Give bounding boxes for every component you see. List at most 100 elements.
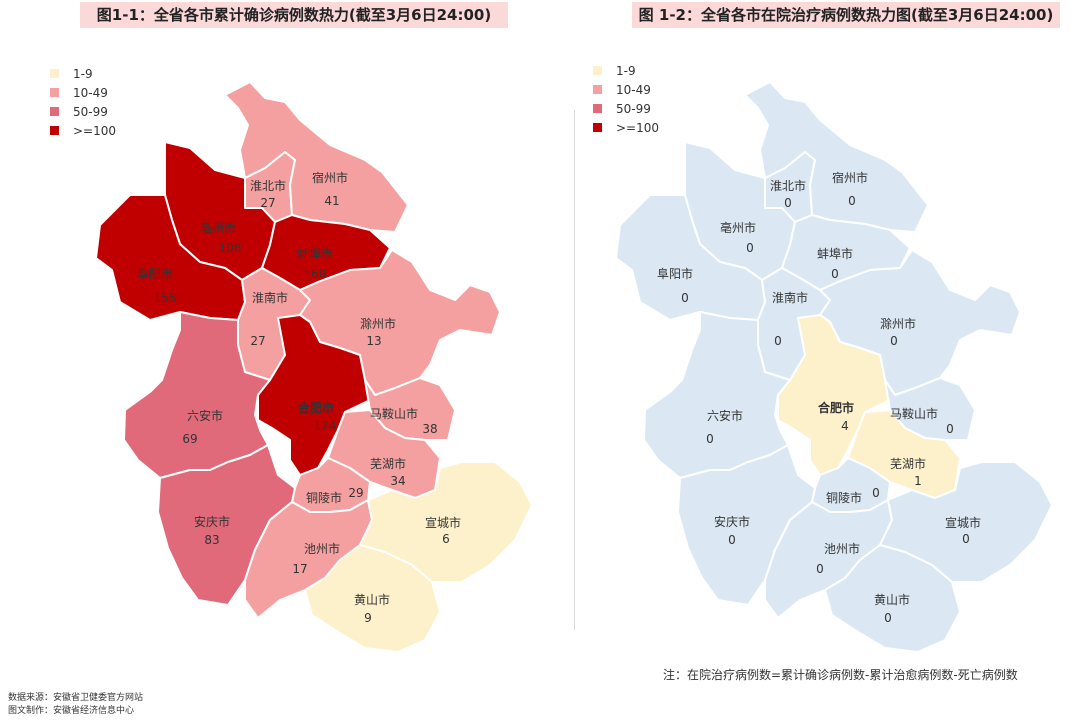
legend-label: 10-49	[616, 82, 651, 97]
city-value-label: 0	[706, 432, 714, 446]
city-region	[879, 461, 1053, 583]
city-value-label: 0	[848, 194, 856, 208]
legend-swatch	[593, 104, 602, 113]
city-value-label: 0	[962, 532, 970, 546]
city-value-label: 0	[816, 562, 824, 576]
city-value-label: 6	[442, 532, 450, 546]
city-value-label: 1	[914, 474, 922, 488]
city-value-label: 0	[831, 267, 839, 281]
legend-label: 50-99	[73, 104, 108, 119]
legend-swatch	[593, 85, 602, 94]
city-name-label: 黄山市	[874, 592, 910, 607]
city-name-label: 淮南市	[252, 290, 288, 305]
city-name-label: 铜陵市	[306, 490, 342, 505]
legend-label: >=100	[616, 120, 660, 135]
legend-swatch	[593, 123, 602, 132]
city-name-label: 合肥市	[298, 400, 334, 415]
city-name-label: 马鞍山市	[370, 406, 418, 421]
city-name-label: 池州市	[304, 541, 340, 556]
left-map-title: 图1-1：全省各市累计确诊病例数热力(截至3月6日24:00)	[80, 2, 508, 28]
city-value-label: 160	[304, 267, 327, 281]
legend-item: 50-99	[593, 99, 659, 118]
city-value-label: 0	[884, 611, 892, 625]
legend-item: 10-49	[50, 83, 116, 102]
city-name-label: 宣城市	[945, 515, 981, 530]
city-value-label: 41	[324, 194, 339, 208]
city-name-label: 安庆市	[714, 514, 750, 529]
city-name-label: 宿州市	[312, 170, 348, 185]
right-heat-map: 淮北市 0 宿州市 0 亳州市 0 蚌埠市 0 阜阳市 0 淮南市 0 滁州市 0 六安市 0 合肥市 4 马鞍山市…	[615, 81, 1053, 653]
legend-item: >=100	[50, 121, 116, 140]
city-value-label: 155	[154, 291, 177, 305]
city-name-label: 铜陵市	[826, 490, 862, 505]
city-name-label: 六安市	[187, 408, 223, 423]
legend-swatch	[50, 88, 59, 97]
city-region	[824, 544, 961, 653]
city-name-label: 滁州市	[360, 316, 396, 331]
legend-item: 10-49	[593, 80, 659, 99]
city-value-label: 0	[774, 334, 782, 348]
legend-swatch	[593, 66, 602, 75]
city-name-label: 阜阳市	[137, 266, 173, 281]
city-value-label: 0	[872, 486, 880, 500]
legend-label: 50-99	[616, 101, 651, 116]
city-value-label: 0	[890, 334, 898, 348]
legend-label: 10-49	[73, 85, 108, 100]
city-value-label: 0	[728, 533, 736, 547]
city-value-label: 0	[946, 422, 954, 436]
city-name-label: 芜湖市	[890, 456, 926, 471]
city-value-label: 0	[681, 291, 689, 305]
city-name-label: 阜阳市	[657, 266, 693, 281]
legend-label: 1-9	[73, 66, 93, 81]
city-region	[777, 314, 891, 476]
city-name-label: 淮北市	[770, 178, 806, 193]
legend-swatch	[50, 126, 59, 135]
city-region	[304, 544, 441, 653]
city-name-label: 芜湖市	[370, 456, 406, 471]
legend-swatch	[50, 107, 59, 116]
city-region	[257, 314, 371, 476]
legend-item: >=100	[593, 118, 659, 137]
legend-item: 1-9	[593, 61, 659, 80]
city-value-label: 27	[250, 334, 265, 348]
city-value-label: 27	[260, 196, 275, 210]
legend-label: >=100	[73, 123, 117, 138]
city-value-label: 0	[784, 196, 792, 210]
city-value-label: 0	[746, 241, 754, 255]
city-name-label: 黄山市	[354, 592, 390, 607]
city-name-label: 池州市	[824, 541, 860, 556]
city-name-label: 淮南市	[772, 290, 808, 305]
city-value-label: 83	[204, 533, 219, 547]
city-value-label: 29	[348, 486, 363, 500]
city-name-label: 马鞍山市	[890, 406, 938, 421]
city-name-label: 六安市	[707, 408, 743, 423]
right-map-title: 图 1-2：全省各市在院治疗病例数热力图(截至3月6日24:00)	[632, 2, 1060, 28]
city-value-label: 38	[422, 422, 437, 436]
city-name-label: 亳州市	[720, 220, 756, 235]
legend-label: 1-9	[616, 63, 636, 78]
left-heat-map: 淮北市 27 宿州市 41 亳州市 108 蚌埠市 160 阜阳市 155 淮南市 27 滁州市 13 六安…	[95, 81, 533, 653]
city-region	[359, 461, 533, 583]
legend-item: 1-9	[50, 64, 116, 83]
formula-note: 注：在院治疗病例数=累计确诊病例数-累计治愈病例数-死亡病例数	[663, 668, 1018, 682]
legend-item: 50-99	[50, 102, 116, 121]
city-name-label: 宣城市	[425, 515, 461, 530]
city-value-label: 108	[219, 241, 242, 255]
city-name-label: 合肥市	[818, 400, 854, 415]
city-name-label: 蚌埠市	[297, 246, 333, 261]
city-value-label: 17	[292, 562, 307, 576]
city-value-label: 13	[366, 334, 381, 348]
legend-swatch	[50, 69, 59, 78]
city-name-label: 宿州市	[832, 170, 868, 185]
city-name-label: 淮北市	[250, 178, 286, 193]
city-name-label: 亳州市	[200, 220, 236, 235]
city-value-label: 4	[841, 419, 849, 433]
city-value-label: 174	[314, 419, 337, 433]
city-name-label: 安庆市	[194, 514, 230, 529]
city-value-label: 9	[364, 611, 372, 625]
producer: 图文制作：安徽省经济信息中心	[8, 706, 135, 716]
city-name-label: 滁州市	[880, 316, 916, 331]
city-value-label: 69	[182, 432, 197, 446]
left-legend: 1-9 10-49 50-99 >=100	[50, 64, 116, 140]
city-name-label: 蚌埠市	[817, 246, 853, 261]
